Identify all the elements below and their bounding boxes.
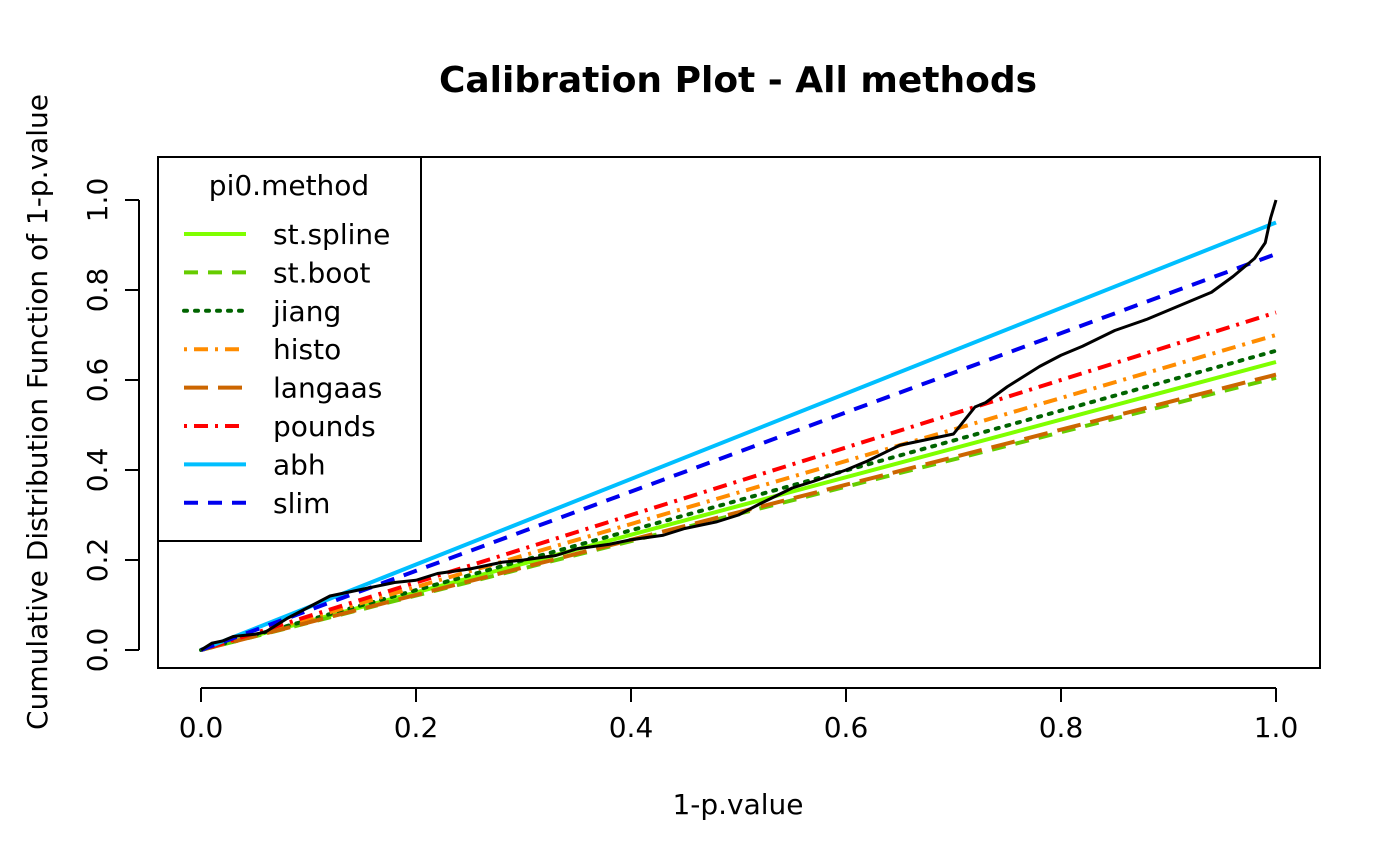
x-tick-label: 0.0 bbox=[179, 711, 224, 744]
legend-entries: st.spline st.boot jiang histo langaas pounds a… bbox=[182, 218, 390, 520]
legend-label-jiang: jiang bbox=[272, 295, 341, 328]
x-axis: 0.0 0.2 0.4 0.6 0.8 1.0 bbox=[179, 687, 1299, 744]
legend-label-slim: slim bbox=[273, 487, 330, 520]
x-tick-label: 0.8 bbox=[1039, 711, 1084, 744]
y-axis-label: Cumulative Distribution Function of 1-p.… bbox=[21, 94, 54, 730]
y-tick-label: 0.0 bbox=[81, 628, 114, 673]
legend-label-pounds: pounds bbox=[273, 410, 376, 443]
y-tick-label: 0.8 bbox=[81, 268, 114, 313]
legend-label-histo: histo bbox=[273, 333, 341, 366]
series-line-pounds bbox=[200, 310, 1277, 652]
legend-label-abh: abh bbox=[273, 448, 326, 481]
x-axis-label: 1-p.value bbox=[672, 788, 803, 821]
legend-title: pi0.method bbox=[209, 169, 369, 202]
y-tick-label: 0.2 bbox=[81, 538, 114, 583]
legend-label-st-boot: st.boot bbox=[273, 256, 371, 289]
empirical-cdf-layer bbox=[200, 199, 1278, 652]
y-axis: 0.0 0.2 0.4 0.6 0.8 1.0 bbox=[81, 178, 140, 673]
x-tick-label: 0.4 bbox=[609, 711, 654, 744]
series-line-abh bbox=[200, 220, 1277, 652]
y-tick-label: 1.0 bbox=[81, 178, 114, 223]
y-tick-label: 0.4 bbox=[81, 448, 114, 493]
legend-label-st-spline: st.spline bbox=[273, 218, 390, 251]
x-tick-label: 0.6 bbox=[824, 711, 869, 744]
x-tick-label: 1.0 bbox=[1254, 711, 1299, 744]
empirical-cdf-line bbox=[200, 199, 1278, 652]
legend-label-langaas: langaas bbox=[273, 372, 382, 405]
x-tick-label: 0.2 bbox=[394, 711, 439, 744]
chart-title: Calibration Plot - All methods bbox=[439, 60, 1037, 101]
series-line-langaas bbox=[200, 372, 1277, 652]
series-line-st-spline bbox=[200, 360, 1277, 652]
y-tick-label: 0.6 bbox=[81, 358, 114, 403]
series-line-jiang bbox=[199, 348, 1278, 652]
legend: pi0.method st.spline st.boot jiang histo lan… bbox=[157, 156, 422, 542]
series-line-histo bbox=[200, 333, 1277, 652]
